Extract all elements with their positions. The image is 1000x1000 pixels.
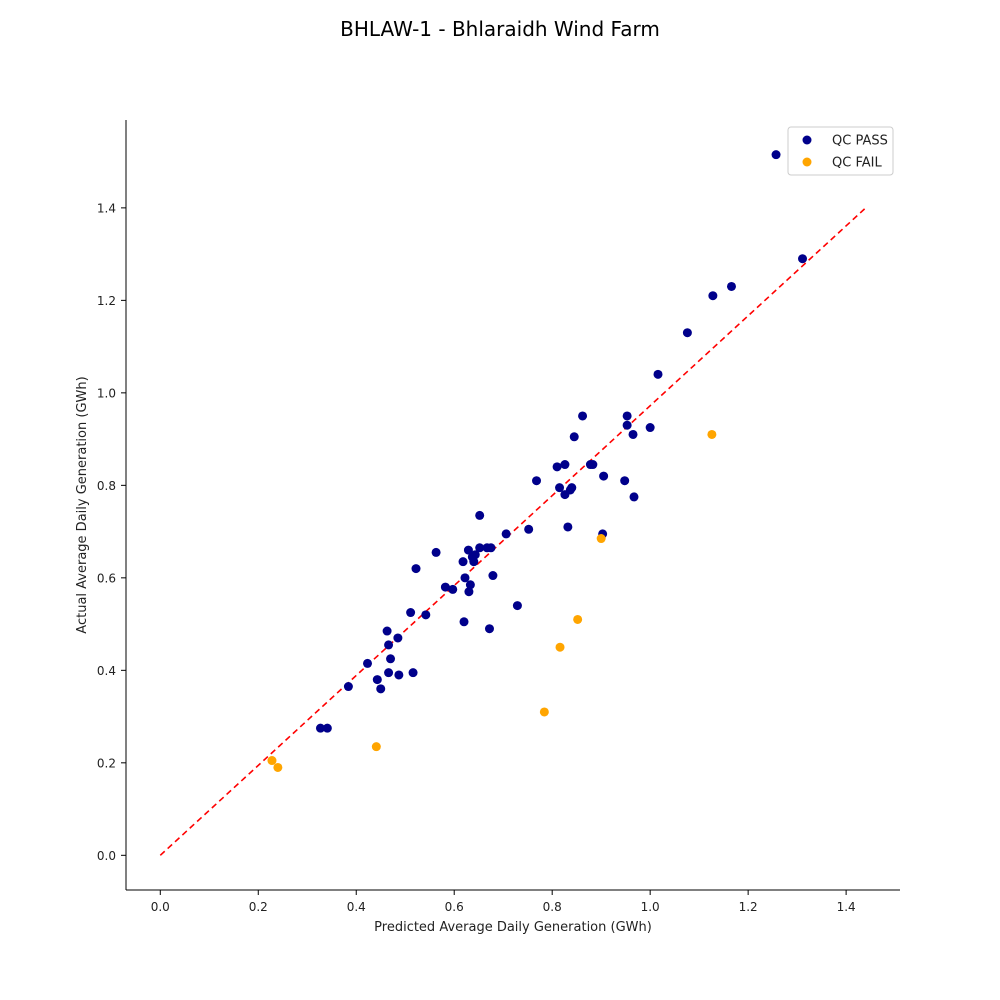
data-point [798, 254, 808, 264]
reference-line [159, 207, 867, 856]
reference-line-group [159, 207, 867, 856]
data-point [322, 723, 332, 733]
data-point [384, 668, 394, 678]
data-point [463, 545, 473, 555]
data-point [382, 626, 392, 636]
data-point [653, 369, 663, 379]
x-tick-label: 0.4 [347, 900, 366, 914]
y-tick-label: 0.4 [97, 664, 116, 678]
series-0 [315, 150, 808, 733]
data-point [421, 610, 431, 620]
series-1 [267, 429, 717, 772]
data-point [448, 584, 458, 594]
data-point [488, 571, 498, 581]
y-axis-ticks: 0.0 0.2 0.4 0.6 0.8 1.0 1.2 1.4 [97, 201, 126, 863]
data-point [372, 675, 382, 685]
data-point [371, 742, 381, 752]
data-point [315, 723, 325, 733]
data-point [524, 524, 534, 534]
x-axis-label: Predicted Average Daily Generation (GWh) [374, 920, 652, 935]
data-point [267, 756, 277, 766]
x-tick-label: 1.2 [739, 900, 758, 914]
data-point [440, 582, 450, 592]
data-point [465, 580, 475, 590]
y-tick-label: 1.0 [97, 386, 116, 400]
data-point [394, 670, 404, 680]
x-tick-label: 0.6 [445, 900, 464, 914]
y-tick-label: 0.0 [97, 849, 116, 863]
chart-title: BHLAW-1 - Bhlaraidh Wind Farm [340, 17, 660, 41]
data-point [555, 483, 565, 493]
data-point [622, 411, 632, 421]
data-point [464, 587, 474, 597]
data-point [384, 640, 394, 650]
data-point [408, 668, 418, 678]
data-point [459, 617, 469, 627]
data-point [726, 281, 736, 291]
data-point [620, 476, 630, 486]
data-point [486, 543, 496, 553]
y-tick-label: 1.2 [97, 294, 116, 308]
data-point [431, 547, 441, 557]
data-point [273, 762, 283, 772]
x-tick-label: 1.4 [837, 900, 856, 914]
data-point [573, 614, 583, 624]
legend-label-pass: QC PASS [832, 134, 888, 149]
data-point [343, 682, 353, 692]
data-point [555, 642, 565, 652]
legend-marker-pass [802, 135, 812, 145]
data-point [539, 707, 549, 717]
data-point [629, 492, 639, 502]
data-point [708, 291, 718, 301]
legend: QC PASS QC FAIL [787, 126, 894, 176]
data-point [569, 432, 579, 442]
x-tick-label: 0.0 [151, 900, 170, 914]
data-point [484, 624, 494, 634]
data-point [411, 564, 421, 574]
data-point [475, 510, 485, 520]
data-point [552, 462, 562, 472]
data-point [707, 429, 717, 439]
data-point [563, 522, 573, 532]
data-point [560, 460, 570, 470]
data-point [469, 557, 479, 567]
data-point [599, 471, 609, 481]
data-point [501, 529, 511, 539]
data-point [560, 490, 570, 500]
data-point [512, 601, 522, 611]
data-point [628, 429, 638, 439]
x-tick-label: 0.8 [543, 900, 562, 914]
data-point [460, 573, 470, 583]
data-point [363, 658, 373, 668]
y-tick-label: 0.2 [97, 756, 116, 770]
data-point [588, 460, 598, 470]
legend-box [787, 126, 894, 176]
y-tick-label: 0.8 [97, 479, 116, 493]
data-point [386, 654, 396, 664]
plot-area [159, 150, 867, 856]
data-point [376, 684, 386, 694]
data-point [622, 420, 632, 430]
data-point [578, 411, 588, 421]
data-point [596, 534, 606, 544]
data-point [393, 633, 403, 643]
data-point [458, 557, 468, 567]
x-tick-label: 0.2 [249, 900, 268, 914]
x-tick-label: 1.0 [641, 900, 660, 914]
legend-marker-fail [802, 157, 812, 167]
data-point [682, 328, 692, 338]
data-point [532, 476, 542, 486]
y-tick-label: 0.6 [97, 571, 116, 585]
x-axis-ticks: 0.0 0.2 0.4 0.6 0.8 1.0 1.2 1.4 [151, 890, 856, 914]
data-point [771, 150, 781, 160]
data-point [475, 543, 485, 553]
data-point [406, 608, 416, 618]
data-points [267, 150, 808, 772]
legend-label-fail: QC FAIL [832, 156, 882, 171]
y-tick-label: 1.4 [97, 201, 116, 215]
y-axis-label: Actual Average Daily Generation (GWh) [75, 376, 90, 633]
data-point [645, 423, 655, 433]
